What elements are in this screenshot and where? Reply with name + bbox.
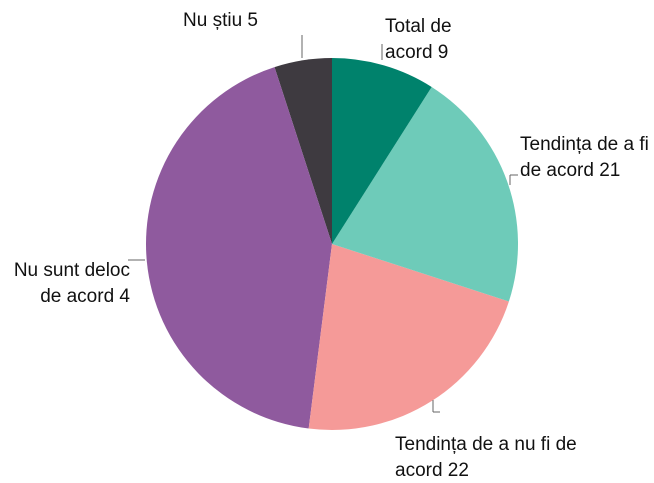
slice-label: Nu știu 5 bbox=[183, 10, 258, 31]
slice bbox=[308, 244, 509, 430]
slice bbox=[332, 86, 518, 302]
slice bbox=[274, 58, 332, 244]
slice-label: Total de acord 9 bbox=[385, 16, 452, 63]
slice bbox=[145, 67, 332, 429]
slice-label: Tendința de a nu fi de acord 22 bbox=[395, 434, 577, 481]
slice bbox=[332, 58, 432, 244]
slice-label: Tendința de a fi de acord 21 bbox=[520, 134, 649, 181]
slice-label: Nu sunt deloc de acord 4 bbox=[13, 260, 130, 307]
